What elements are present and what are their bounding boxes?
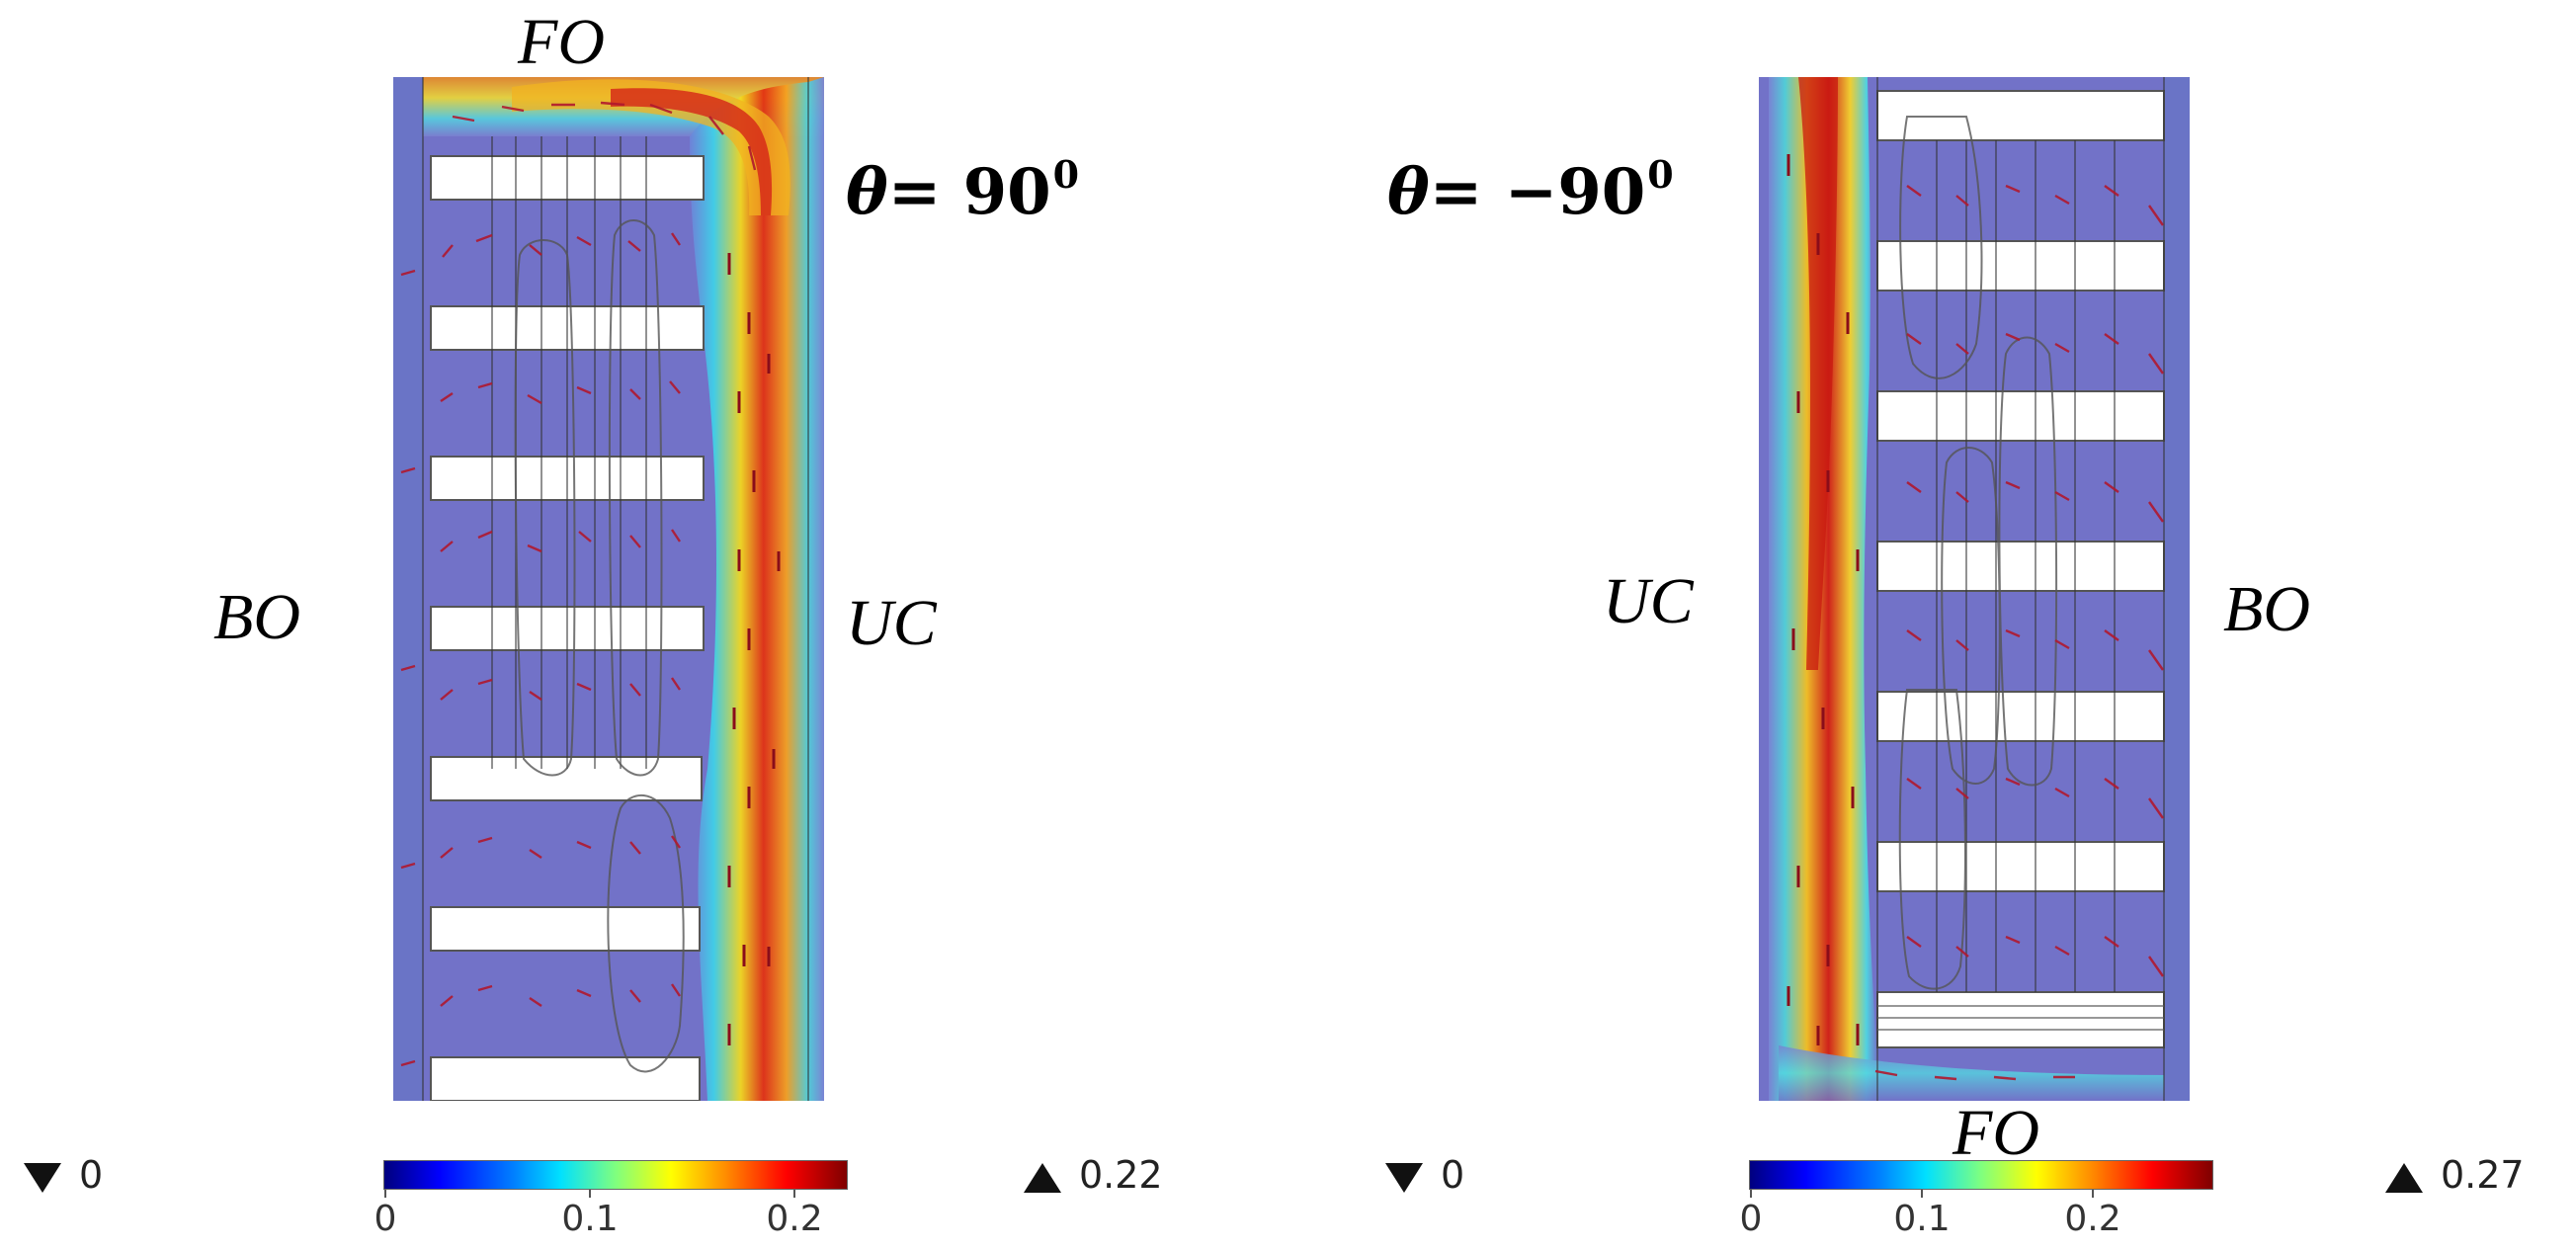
angle-value: = 90 [887, 155, 1051, 229]
colorbar-tick-label: 0.2 [2064, 1199, 2121, 1239]
legend-max: 0.22 [1024, 1156, 1163, 1194]
colorbar-tickmark [793, 1190, 795, 1198]
legend-max-value: 0.27 [2441, 1153, 2525, 1197]
label-fo-top: FO [518, 6, 605, 78]
label-bo-left: BO [213, 581, 300, 653]
colorbar-tick-label: 0 [1739, 1199, 1763, 1239]
colorbar [1749, 1160, 2213, 1190]
colorbar-tickmark [1921, 1190, 1923, 1198]
colorbar-tickmark [1750, 1190, 1752, 1198]
angle-label: θ= 900 [846, 156, 1079, 224]
legend-min: 0 [1385, 1156, 1464, 1194]
colorbar-tickmark [2092, 1190, 2094, 1198]
triangle-down-icon [24, 1162, 61, 1193]
triangle-up-icon [2385, 1162, 2423, 1193]
panel-theta-90: FO BO UC θ= 900 0 0 0.1 0.2 0.22 [24, 6, 1163, 1239]
colorbar-tickmark [589, 1190, 591, 1198]
legend-max-value: 0.22 [1079, 1153, 1163, 1197]
colorbar-tick-label: 0 [374, 1199, 397, 1239]
velocity-field-svg [1759, 77, 2190, 1101]
legend-max: 0.27 [2385, 1156, 2525, 1194]
legend-min: 0 [24, 1156, 103, 1194]
colorbar-tick-label: 0.1 [1893, 1199, 1951, 1239]
label-fo-bottom: FO [1953, 1097, 2039, 1169]
label-uc-right: UC [846, 587, 937, 659]
panel-theta-minus-90: FO UC BO θ= −900 0 0 0.1 0.2 0.27 [1288, 0, 2576, 1252]
angle-degree: 0 [1052, 152, 1080, 197]
legend-min-value: 0 [79, 1153, 104, 1197]
angle-degree: 0 [1647, 152, 1674, 197]
velocity-field-svg [393, 77, 824, 1101]
colorbar-tick-label: 0.2 [766, 1199, 823, 1239]
legend-min-value: 0 [1441, 1153, 1465, 1197]
velocity-field-plot [1759, 77, 2190, 1101]
theta-symbol: θ [846, 155, 888, 229]
colorbar-tick-label: 0.1 [561, 1199, 619, 1239]
label-bo-right: BO [2223, 573, 2310, 645]
triangle-up-icon [1024, 1162, 1061, 1193]
theta-symbol: θ [1387, 155, 1430, 229]
colorbar-tickmark [384, 1190, 386, 1198]
angle-label: θ= −900 [1387, 156, 1674, 224]
triangle-down-icon [1385, 1162, 1423, 1193]
angle-value: = −90 [1429, 155, 1646, 229]
velocity-field-plot [393, 77, 824, 1101]
colorbar [383, 1160, 848, 1190]
label-uc-left: UC [1603, 565, 1694, 637]
